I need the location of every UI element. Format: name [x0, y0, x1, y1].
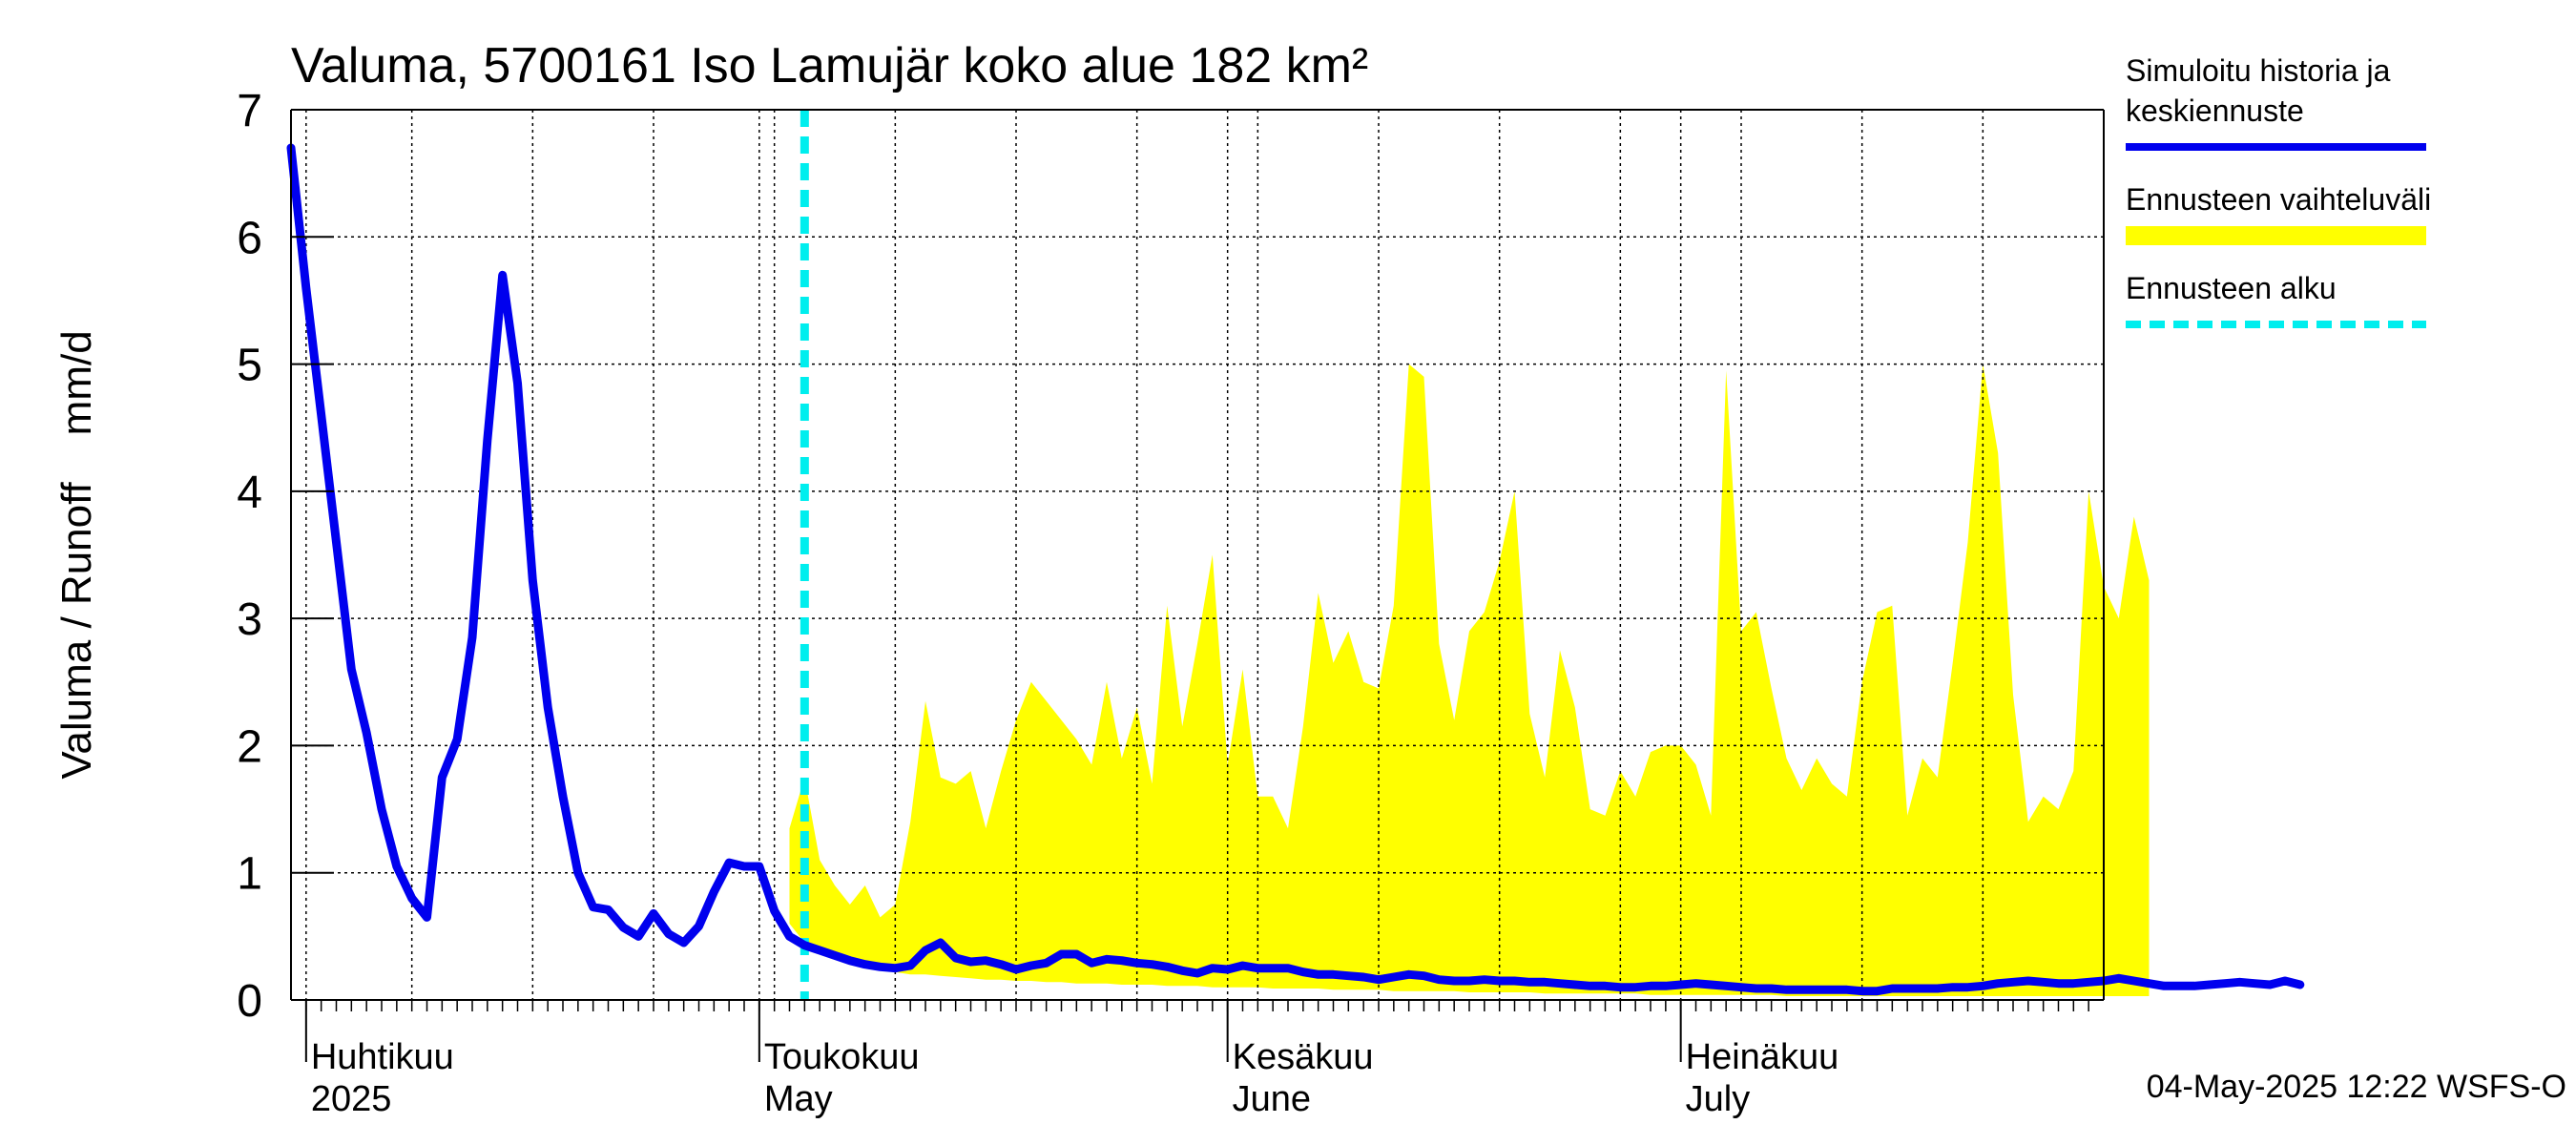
x-month-label-fi: Heinäkuu — [1686, 1037, 1839, 1077]
x-month-label-fi: Huhtikuu — [311, 1037, 454, 1077]
x-month-label-en: 2025 — [311, 1079, 392, 1119]
x-month-label-fi: Toukokuu — [764, 1037, 920, 1077]
x-month-label-en: June — [1233, 1079, 1311, 1119]
series-lines — [286, 110, 2305, 1000]
legend-label: Ennusteen vaihteluväli — [2126, 182, 2431, 217]
legend-label: Simuloitu historia ja — [2126, 53, 2391, 88]
forecast-range-area — [789, 364, 2150, 997]
y-tick-label: 2 — [237, 721, 262, 772]
legend-swatch-band — [2126, 226, 2426, 245]
simulated-runoff-line — [286, 143, 2305, 996]
y-tick-label: 3 — [237, 594, 262, 645]
chart-title: Valuma, 5700161 Iso Lamujär koko alue 18… — [291, 38, 1368, 94]
axes: 01234567Huhtikuu2025ToukokuuMayKesäkuuJu… — [237, 86, 2105, 1119]
y-tick-label: 1 — [237, 849, 262, 900]
y-tick-label: 0 — [237, 976, 262, 1027]
x-month-label-en: July — [1686, 1079, 1751, 1119]
grid — [291, 110, 2104, 1000]
x-month-label-en: May — [764, 1079, 833, 1119]
footer-timestamp: 04-May-2025 12:22 WSFS-O — [2147, 1069, 2566, 1105]
y-axis-label: Valuma / Runoff mm/d — [53, 330, 100, 779]
y-tick-label: 5 — [237, 341, 262, 391]
legend-label: keskiennuste — [2126, 94, 2304, 128]
legend: Simuloitu historia ja keskiennuste Ennuste… — [2126, 53, 2431, 328]
y-tick-label: 7 — [237, 86, 262, 136]
forecast-range-band — [789, 364, 2150, 997]
x-month-label-fi: Kesäkuu — [1233, 1037, 1374, 1077]
legend-label: Ennusteen alku — [2126, 271, 2337, 305]
y-tick-label: 4 — [237, 468, 262, 518]
y-tick-label: 6 — [237, 213, 262, 263]
